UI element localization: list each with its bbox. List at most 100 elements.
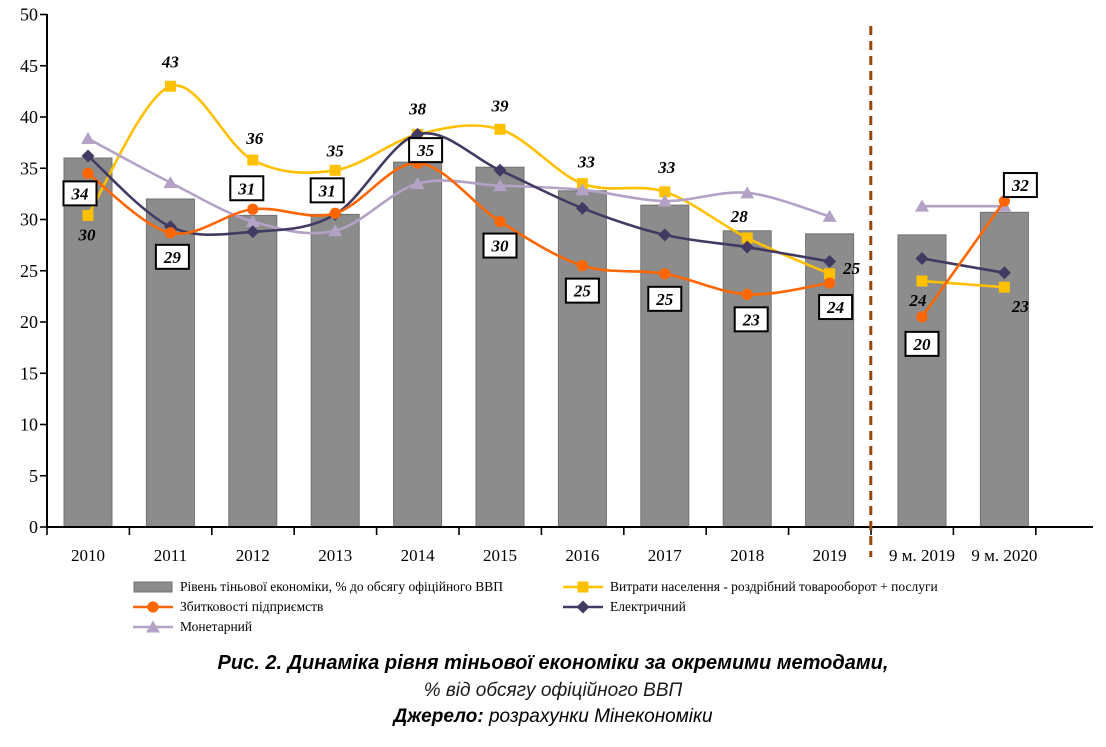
boxed-value-label [154,243,190,270]
legend-loss-marker-icon [133,601,173,613]
series-loss [82,157,1011,323]
monetary-marker [822,209,837,222]
y-tick-label: 50 [20,5,38,25]
household-marker [82,209,94,221]
electric-marker [658,228,672,242]
boxed-value-label [482,232,518,259]
bar-2012 [228,214,278,528]
value-label: 29 [163,248,182,267]
electric-marker [823,255,837,269]
electric-marker [81,149,95,163]
value-label: 36 [245,129,264,148]
value-label: 35 [416,141,435,160]
legend-household-marker-icon [563,581,603,593]
value-label: 35 [326,141,345,160]
caption-source: Джерело: розрахунки Мінекономіки [0,706,1106,728]
monetary-marker [81,132,95,145]
loss-marker [164,227,176,239]
electric-marker [740,240,754,254]
value-label: 34 [71,184,89,203]
loss-marker [659,268,671,280]
electric-marker [915,251,929,265]
household-marker [824,268,836,280]
electric-marker [246,225,260,239]
loss-marker [998,195,1011,207]
legend-label-electric: Електричний [610,599,686,614]
y-tick-label: 20 [20,312,38,332]
legend-label-monetary: Монетарний [180,619,253,634]
monetary-marker [328,224,343,237]
value-label: 25 [842,259,861,278]
y-tick-label: 40 [20,107,38,127]
series-electric [81,127,1011,280]
legend-item-shadow-level: Рівень тіньової економіки, % до обсягу о… [131,577,503,597]
boxed-value-label [408,137,444,164]
value-label: 30 [78,225,97,244]
household-marker [659,186,671,198]
monetary-marker [146,620,160,633]
loss-marker [741,288,753,300]
caption-title: Рис. 2. Динаміка рівня тіньової економік… [217,652,889,674]
value-label: 25 [655,290,674,309]
legend-shadow-level-marker-icon [133,581,173,593]
legend-item-loss: Збитковості підприємств [131,597,503,617]
value-label: 31 [318,181,336,200]
source-label: Джерело: [393,706,484,727]
legend-item-household: Витрати населення - роздрібний товарообо… [561,577,938,597]
x-tick-label: 2016 [565,546,599,565]
boxed-value-label [733,306,769,333]
x-tick-label: 2010 [71,546,105,565]
x-tick-label: 2019 [813,546,847,565]
monetary-marker [657,194,672,207]
legend-item-monetary: Монетарний [131,617,503,637]
loss-marker [494,215,506,228]
boxed-value-label [229,175,265,202]
figure-caption: Рис. 2. Динаміка рівня тіньової економік… [0,652,1106,728]
caption-subtitle: % від обсягу офіційного ВВП [423,680,683,701]
value-label: 39 [491,96,510,115]
y-tick-label: 0 [29,517,38,537]
y-tick-label: 5 [29,466,38,486]
x-tick-label: 2014 [401,546,436,565]
x-tick-label: 2011 [154,546,187,565]
boxed-value-label [564,277,600,304]
value-label: 23 [1011,297,1030,316]
legend-column-right: Витрати населення - роздрібний товарообо… [561,577,938,617]
value-label: 38 [408,99,427,118]
legend-label-loss: Збитковості підприємств [180,599,324,614]
labels-household: 30 43 36 35 38 39 33 33 28 25 24 23 [78,52,1030,316]
y-tick-label: 10 [20,415,38,435]
bar-2014 [393,161,443,528]
monetary-marker [915,199,929,212]
monetary-marker [493,179,507,192]
value-label: 24 [909,291,927,310]
x-tick-label: 2018 [730,546,764,565]
value-label: 43 [161,52,180,71]
bar-2013 [310,213,360,528]
legend-label-household: Витрати населення - роздрібний товарообо… [610,579,938,594]
value-label: 33 [577,153,596,172]
household-marker [577,581,589,593]
legend-electric-marker-icon [563,600,603,614]
value-label: 31 [237,179,255,198]
household-marker [741,232,753,244]
monetary-marker [245,215,260,228]
x-tick-label: 9 м. 2019 [889,546,955,565]
y-tick-label: 15 [20,363,38,383]
y-tick-label: 25 [20,261,38,281]
loss-marker [916,311,928,323]
labels-loss: 34 29 31 31 35 30 25 25 23 24 20 32 [62,137,1038,357]
bar-series [63,157,1029,528]
loss-marker [82,167,94,179]
chart-legend: Рівень тіньової економіки, % до обсягу о… [0,577,1106,645]
loss-marker [824,277,836,289]
y-tick-label: 35 [20,158,38,178]
legend-item-electric: Електричний [561,597,938,617]
monetary-marker [163,176,178,189]
loss-marker [247,203,259,215]
legend-column-left: Рівень тіньової економіки, % до обсягу о… [131,577,503,637]
value-label: 30 [491,237,510,256]
monetary-marker [575,183,590,196]
x-tick-label: 2013 [318,546,352,565]
electric-marker [576,600,590,614]
